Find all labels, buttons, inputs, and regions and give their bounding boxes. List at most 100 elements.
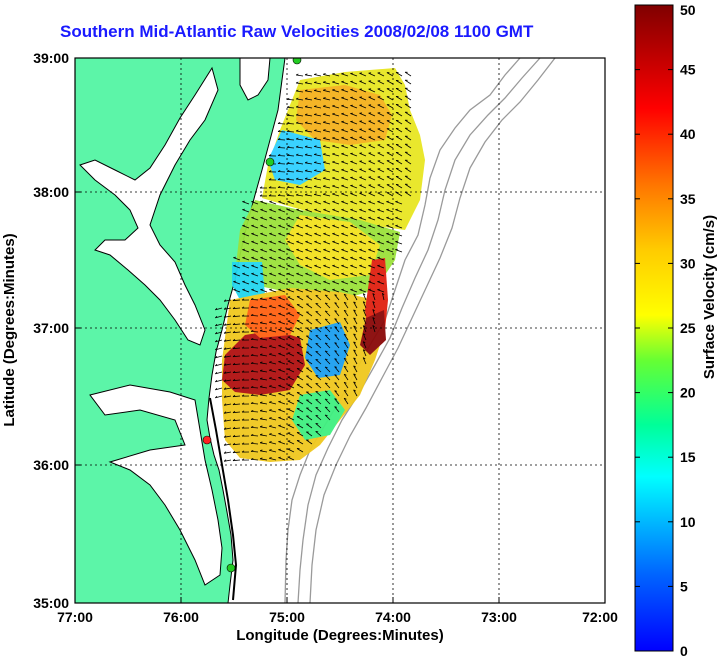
velocity-vector-head xyxy=(314,232,317,234)
velocity-vector xyxy=(286,98,295,101)
velocity-vector xyxy=(278,433,286,437)
velocity-vector-head xyxy=(269,449,272,451)
velocity-vector xyxy=(341,209,349,213)
velocity-vector xyxy=(314,114,322,117)
velocity-vector xyxy=(341,129,349,133)
velocity-vector-head xyxy=(269,401,272,403)
velocity-vector xyxy=(224,331,232,334)
velocity-vector xyxy=(350,81,358,85)
velocity-vector xyxy=(359,128,367,133)
velocity-vector xyxy=(323,113,331,117)
velocity-vector-head xyxy=(341,144,344,147)
x-axis-label: Longitude (Degrees:Minutes) xyxy=(236,627,444,644)
speed-patch-west-cyan xyxy=(232,262,265,300)
velocity-vector xyxy=(359,104,367,109)
velocity-vector-head xyxy=(332,145,335,147)
velocity-vector-head xyxy=(350,256,353,258)
velocity-vector-head xyxy=(287,280,290,282)
velocity-vector xyxy=(341,265,349,269)
velocity-vector xyxy=(368,152,376,157)
velocity-vector xyxy=(287,320,295,325)
velocity-vector xyxy=(359,249,367,253)
velocity-vector xyxy=(260,442,268,445)
velocity-vector-head xyxy=(215,379,218,383)
velocity-vector xyxy=(323,241,331,245)
velocity-vector-head xyxy=(277,194,281,196)
velocity-vector-head xyxy=(334,358,338,360)
velocity-vector-head xyxy=(359,224,362,226)
velocity-vector xyxy=(386,144,394,149)
velocity-vector-head xyxy=(323,121,326,123)
velocity-vector-head xyxy=(232,418,236,422)
velocity-vector-head xyxy=(377,280,380,282)
velocity-vector-head xyxy=(325,406,328,408)
velocity-vector-head xyxy=(278,384,281,386)
velocity-vector-head xyxy=(269,313,272,315)
velocity-vector xyxy=(350,201,358,205)
velocity-vector-head xyxy=(359,272,362,274)
velocity-vector-head xyxy=(268,154,272,157)
velocity-vector-head xyxy=(223,395,227,398)
velocity-vector-head xyxy=(250,441,254,444)
velocity-vector-head xyxy=(341,200,344,202)
velocity-vector-head xyxy=(269,329,272,331)
velocity-vector xyxy=(404,111,412,117)
velocity-vector-head xyxy=(323,169,326,171)
velocity-vector-head xyxy=(325,334,328,336)
velocity-vector xyxy=(386,249,394,253)
velocity-vector xyxy=(278,377,286,381)
velocity-vector xyxy=(372,301,376,309)
velocity-vector xyxy=(287,448,295,453)
velocity-vector xyxy=(386,80,394,85)
velocity-vector xyxy=(306,407,313,413)
velocity-vector xyxy=(232,451,241,454)
velocity-vector xyxy=(368,120,376,125)
velocity-vector-head xyxy=(278,432,281,434)
velocity-vector-head xyxy=(386,240,389,242)
velocity-vector-head xyxy=(241,338,245,341)
velocity-vector xyxy=(251,257,259,261)
velocity-vector xyxy=(314,82,322,85)
velocity-vector-head xyxy=(315,423,319,425)
velocity-vector xyxy=(324,358,331,365)
velocity-vector-head xyxy=(332,272,335,274)
velocity-vector xyxy=(362,349,367,357)
velocity-vector-head xyxy=(278,344,281,346)
velocity-vector-head xyxy=(341,208,344,210)
velocity-vector-head xyxy=(251,240,254,242)
velocity-vector xyxy=(287,392,295,397)
velocity-vector xyxy=(286,146,295,149)
velocity-vector-head xyxy=(386,208,389,210)
velocity-vector-head xyxy=(315,335,319,337)
velocity-vector-head xyxy=(250,377,254,380)
velocity-vector xyxy=(278,201,286,205)
velocity-vector-head xyxy=(314,216,317,218)
velocity-vector xyxy=(314,233,322,237)
velocity-vector-head xyxy=(362,325,366,328)
velocity-vector xyxy=(233,281,241,285)
velocity-vector xyxy=(323,81,331,85)
velocity-vector xyxy=(341,89,349,93)
velocity-vector-head xyxy=(296,208,299,210)
velocity-vector xyxy=(359,160,367,165)
velocity-vector xyxy=(395,233,403,237)
velocity-vector-head xyxy=(315,295,319,297)
velocity-vector xyxy=(242,217,250,221)
velocity-vector-head xyxy=(353,341,356,344)
velocity-vector xyxy=(353,389,358,397)
velocity-vector-head xyxy=(278,368,281,370)
velocity-vector-head xyxy=(241,362,245,365)
velocity-vector xyxy=(377,160,385,165)
velocity-vector-head xyxy=(332,177,335,179)
velocity-vector xyxy=(314,90,322,93)
velocity-vector-head xyxy=(304,193,308,196)
velocity-vector-head xyxy=(242,288,245,290)
velocity-vector-head xyxy=(377,224,380,226)
velocity-vector-head xyxy=(287,272,290,274)
velocity-vector xyxy=(377,192,385,197)
velocity-vector xyxy=(250,459,259,461)
velocity-vector xyxy=(296,90,304,93)
velocity-vector xyxy=(341,113,349,117)
velocity-vector-head xyxy=(233,288,236,290)
velocity-vector xyxy=(350,233,358,237)
